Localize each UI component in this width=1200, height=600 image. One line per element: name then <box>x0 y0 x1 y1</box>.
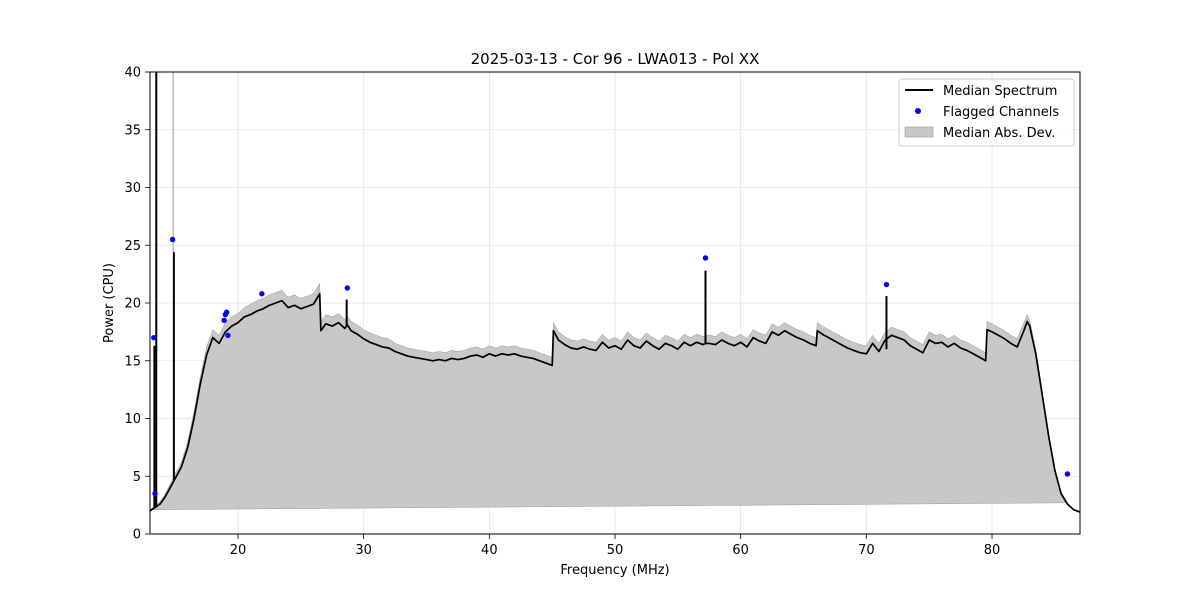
y-tick-label: 35 <box>124 123 141 138</box>
chart-title: 2025-03-13 - Cor 96 - LWA013 - Pol XX <box>471 50 760 68</box>
y-tick-label: 0 <box>133 528 141 543</box>
flagged-channel-point <box>883 281 890 288</box>
y-axis-label: Power (CPU) <box>102 263 117 343</box>
x-axis-label: Frequency (MHz) <box>560 563 669 578</box>
x-tick-label: 70 <box>858 543 875 558</box>
y-tick-label: 30 <box>124 181 141 196</box>
flagged-channel-point <box>344 285 351 291</box>
y-axis: 0 5 10 15 20 25 30 35 40 <box>124 66 150 543</box>
x-tick-label: 30 <box>355 543 372 558</box>
y-tick-label: 20 <box>124 297 141 312</box>
x-tick-label: 80 <box>984 543 1001 558</box>
plot-area <box>149 72 1081 513</box>
legend-label-flagged: Flagged Channels <box>943 105 1059 120</box>
x-tick-label: 20 <box>230 543 247 558</box>
y-tick-label: 15 <box>124 354 141 369</box>
x-tick-label: 40 <box>481 543 498 558</box>
flagged-channel-point <box>1064 471 1071 477</box>
y-tick-label: 5 <box>133 470 141 485</box>
median-spectrum-line <box>149 292 1081 513</box>
flagged-channel-point <box>152 490 158 497</box>
legend-box <box>898 78 1075 147</box>
x-tick-label: 60 <box>732 543 749 558</box>
flagged-channel-point <box>151 334 157 341</box>
x-tick-label: 50 <box>607 543 624 558</box>
flagged-channel-point <box>702 255 709 261</box>
y-tick-label: 10 <box>124 412 141 427</box>
flagged-channel-point <box>169 236 176 243</box>
flagged-channel-point <box>225 332 231 339</box>
legend-patch-icon <box>904 126 934 138</box>
flagged-channel-point <box>221 317 227 324</box>
flagged-channel-point <box>259 291 265 297</box>
legend-label-median: Median Spectrum <box>943 84 1057 99</box>
legend-dot-icon <box>915 108 921 114</box>
mad-band <box>149 282 1068 510</box>
y-tick-label: 40 <box>124 66 141 81</box>
y-tick-label: 25 <box>124 239 141 254</box>
legend: Median Spectrum Flagged Channels Median … <box>898 78 1075 147</box>
flagged-channel-point <box>223 309 230 315</box>
x-axis: 20 30 40 50 60 70 80 <box>230 534 1001 558</box>
legend-label-mad: Median Abs. Dev. <box>943 126 1055 141</box>
